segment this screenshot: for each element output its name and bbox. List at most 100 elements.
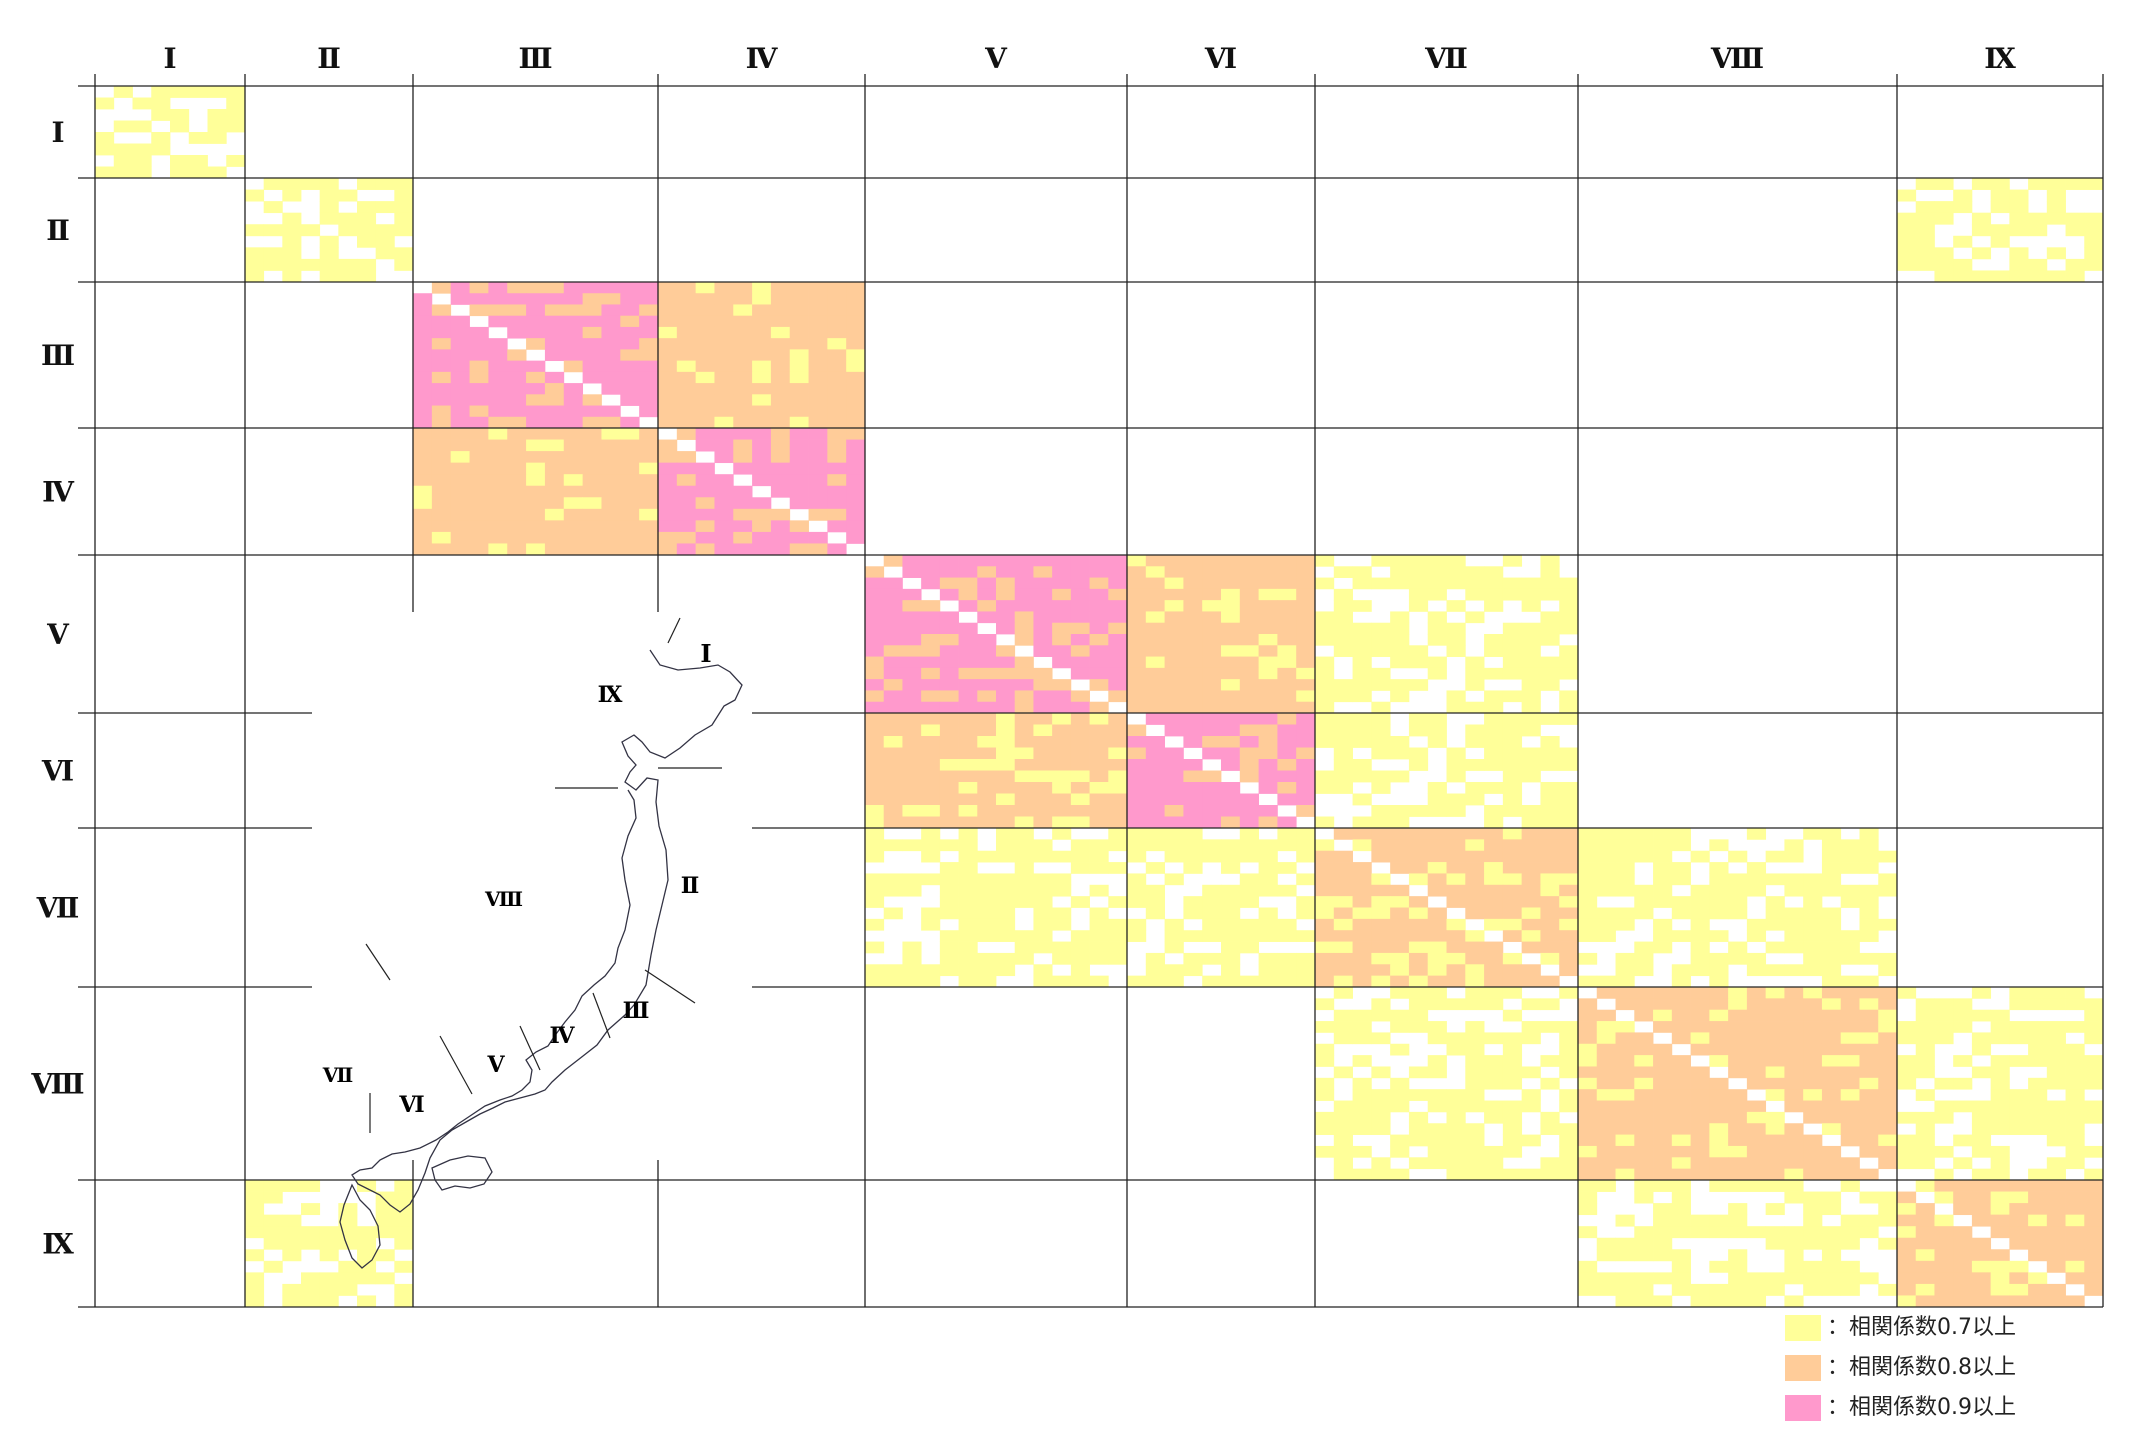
heatmap-cell — [1089, 566, 1109, 578]
heatmap-cell — [1277, 747, 1297, 760]
heatmap-cell — [450, 394, 470, 406]
heatmap-cell — [1371, 634, 1391, 646]
heatmap-cell — [450, 508, 470, 521]
heatmap-cell — [1052, 634, 1072, 646]
heatmap-cell — [620, 485, 640, 498]
heatmap-cell — [1315, 577, 1335, 590]
heatmap-cell — [1728, 1145, 1748, 1158]
heatmap-cell — [1315, 656, 1335, 669]
heatmap-cell — [1990, 1260, 2010, 1273]
heatmap-cell — [1408, 975, 1429, 988]
heatmap-cell — [733, 293, 753, 305]
heatmap-cell — [1897, 258, 1917, 271]
heatmap-cell — [639, 282, 659, 294]
heatmap-cell — [1333, 759, 1353, 771]
heatmap-cell — [921, 736, 941, 748]
heatmap-cell — [1408, 918, 1429, 931]
heatmap-cell — [1821, 1260, 1842, 1273]
heatmap-cell — [1990, 270, 2010, 283]
heatmap-cell — [1183, 862, 1203, 874]
heatmap-cell — [1690, 1043, 1710, 1056]
heatmap-cell — [1145, 907, 1165, 920]
heatmap-cell — [1202, 918, 1222, 931]
heatmap-cell — [1127, 736, 1147, 748]
heatmap-cell — [1840, 1111, 1860, 1124]
heatmap-cell — [2084, 1191, 2104, 1204]
heatmap-cell — [639, 405, 659, 418]
heatmap-cell — [2065, 1134, 2085, 1147]
heatmap-cell — [1408, 555, 1429, 567]
heatmap-cell — [1540, 1168, 1560, 1181]
heatmap-cell — [1333, 873, 1353, 886]
heatmap-cell — [1897, 1203, 1917, 1216]
heatmap-cell — [883, 884, 903, 897]
heatmap-cell — [1484, 634, 1504, 646]
heatmap-cell — [1164, 600, 1184, 612]
heatmap-cell — [1821, 1191, 1842, 1204]
heatmap-cell — [1521, 896, 1541, 908]
heatmap-cell — [1446, 964, 1466, 977]
heatmap-cell — [1784, 1055, 1804, 1067]
heatmap-cell — [977, 907, 997, 920]
map-label-V: Ⅴ — [486, 1052, 505, 1078]
heatmap-cell — [1690, 1100, 1710, 1113]
heatmap-cell — [1934, 1168, 1954, 1181]
heatmap-cell — [2028, 998, 2048, 1011]
heatmap-cell — [1296, 873, 1316, 886]
heatmap-cell — [1315, 555, 1335, 567]
heatmap-cell — [1108, 952, 1128, 965]
heatmap-cell — [789, 315, 809, 328]
heatmap-cell — [1427, 941, 1447, 954]
heatmap-cell — [1784, 1237, 1804, 1250]
heatmap-cell — [1803, 987, 1823, 999]
heatmap-cell — [431, 371, 452, 384]
heatmap-cell — [1784, 1157, 1804, 1170]
heatmap-cell — [544, 543, 565, 556]
heatmap-cell — [1145, 622, 1165, 635]
heatmap-cell — [1971, 247, 1992, 260]
heatmap-cell — [2065, 1157, 2085, 1170]
heatmap-cell — [2028, 1089, 2048, 1101]
heatmap-cell — [1239, 828, 1259, 840]
heatmap-cell — [1559, 782, 1579, 794]
heatmap-cell — [1371, 747, 1391, 760]
heatmap-cell — [245, 1180, 265, 1192]
heatmap-cell — [1671, 1055, 1691, 1067]
heatmap-cell — [1821, 1066, 1842, 1079]
heatmap-cell — [1484, 588, 1504, 601]
heatmap-cell — [526, 394, 546, 406]
heatmap-cell — [563, 338, 584, 350]
heatmap-cell — [1258, 667, 1278, 680]
heatmap-cell — [2065, 1111, 2085, 1124]
heatmap-cell — [1315, 839, 1335, 852]
heatmap-cell — [1990, 1145, 2010, 1158]
heatmap-cell — [1408, 600, 1429, 612]
heatmap-cell — [431, 349, 452, 362]
heatmap-cell — [151, 97, 171, 110]
heatmap-cell — [1108, 656, 1128, 669]
heatmap-cell — [1408, 656, 1429, 669]
heatmap-cell — [714, 293, 734, 305]
heatmap-cell — [676, 349, 697, 362]
heatmap-cell — [1615, 884, 1635, 897]
heatmap-cell — [1484, 1145, 1504, 1158]
heatmap-cell — [977, 793, 997, 806]
heatmap-cell — [1127, 701, 1147, 714]
heatmap-cell — [808, 360, 828, 373]
heatmap-cell — [1014, 611, 1034, 624]
heatmap-cell — [1765, 918, 1785, 931]
heatmap-cell — [207, 132, 227, 144]
heatmap-cell — [544, 531, 565, 544]
heatmap-cell — [1296, 679, 1316, 691]
heatmap-cell — [1446, 555, 1466, 567]
heatmap-cell — [1446, 1043, 1466, 1056]
heatmap-cell — [1634, 1089, 1654, 1101]
heatmap-cell — [1145, 816, 1165, 829]
heatmap-cell — [1990, 1021, 2010, 1033]
heatmap-cell — [827, 508, 847, 521]
map-label-IV: Ⅳ — [550, 1023, 576, 1049]
heatmap-cell — [1596, 1111, 1616, 1124]
heatmap-cell — [1653, 1203, 1673, 1216]
heatmap-cell — [902, 759, 922, 771]
heatmap-cell — [1915, 1295, 1935, 1308]
